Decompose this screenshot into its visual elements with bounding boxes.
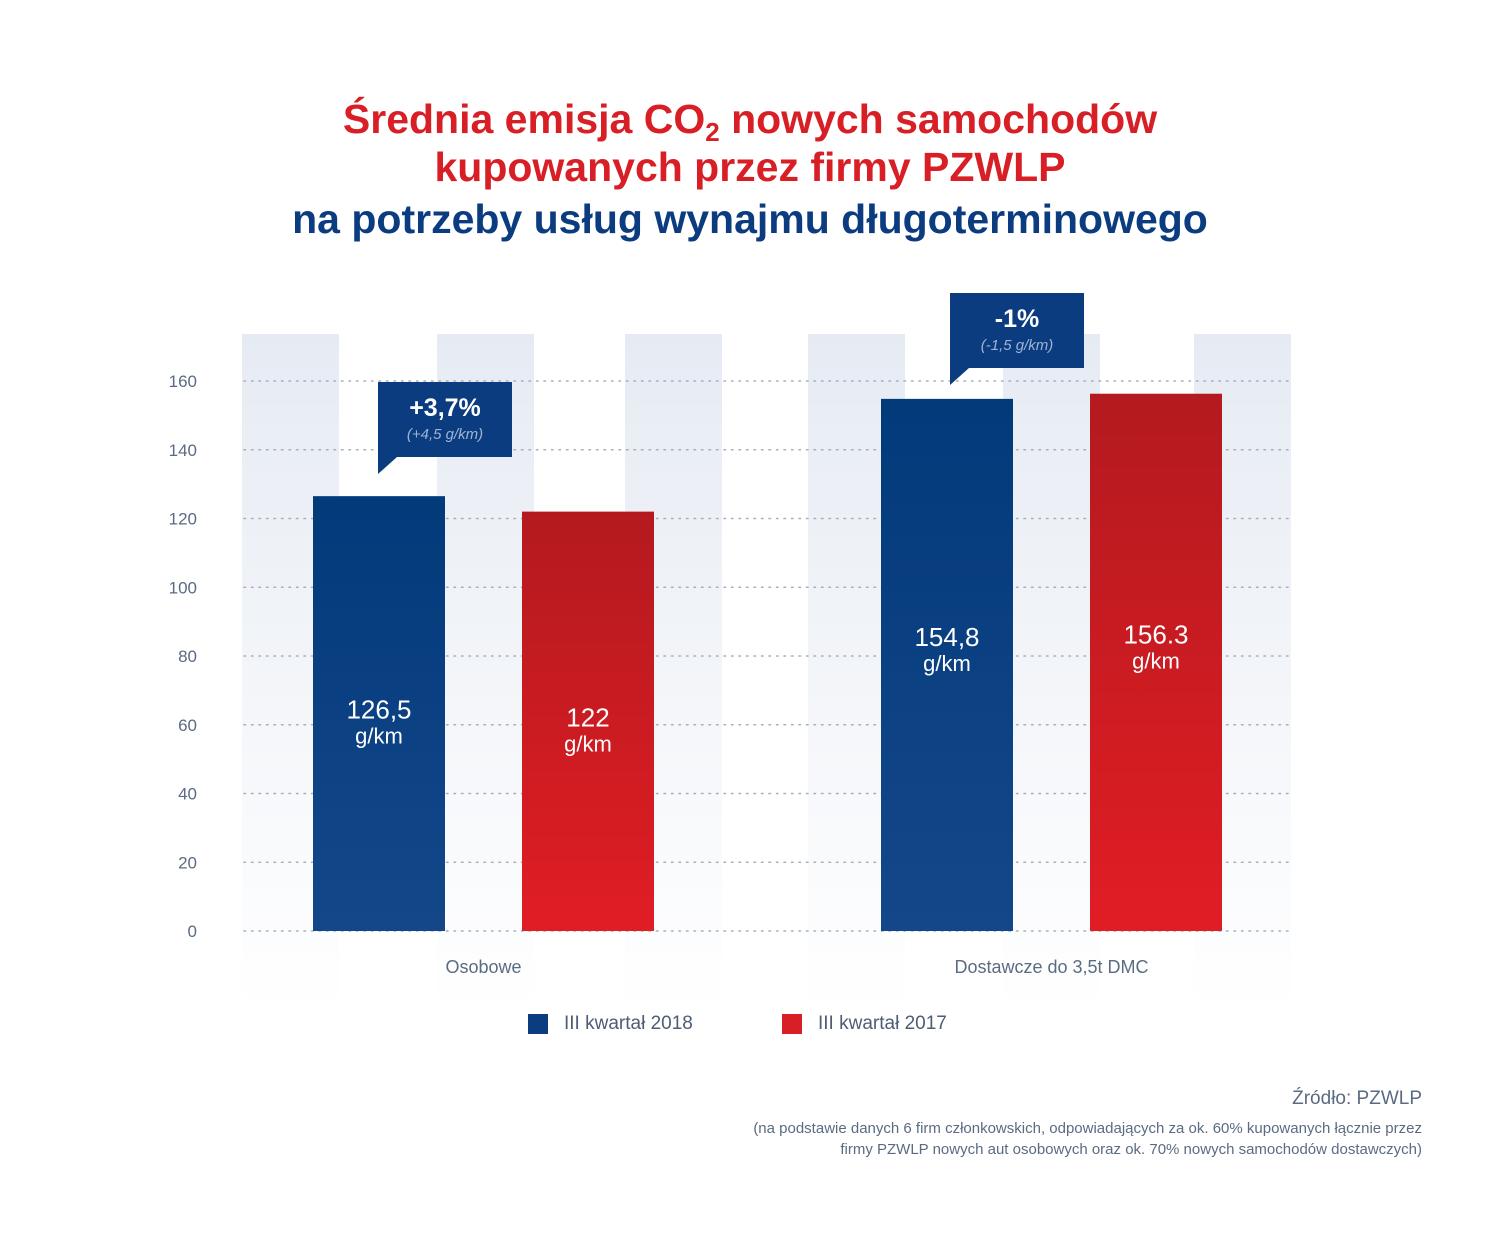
x-category-label: Osobowe bbox=[445, 957, 521, 977]
bar-unit-label: g/km bbox=[355, 724, 403, 749]
bar-value-label: 156.3 bbox=[1123, 619, 1188, 649]
legend-item-2018: III kwartał 2018 bbox=[528, 1013, 693, 1035]
chart-title-line-3: na potrzeby usług wynajmu długoterminowe… bbox=[292, 196, 1208, 242]
bar-unit-label: g/km bbox=[564, 731, 612, 756]
legend-swatch-blue bbox=[528, 1014, 548, 1034]
bar-2017-0 bbox=[522, 511, 654, 931]
legend-label-2018: III kwartał 2018 bbox=[564, 1013, 693, 1034]
bar-unit-label: g/km bbox=[923, 651, 971, 676]
callout-percent: +3,7% bbox=[409, 394, 481, 422]
bar-2017-1 bbox=[1090, 393, 1222, 931]
source-label: Źródło: PZWLP bbox=[1292, 1088, 1422, 1109]
callout-delta: (+4,5 g/km) bbox=[407, 426, 483, 443]
y-tick-label: 160 bbox=[169, 372, 197, 391]
y-tick-label: 0 bbox=[188, 922, 197, 941]
callout-tail bbox=[950, 368, 969, 385]
chart-title-line-1: Średnia emisja CO2 nowych samochodów bbox=[342, 96, 1158, 147]
bar-2018-0 bbox=[313, 496, 445, 931]
callout-delta: (-1,5 g/km) bbox=[981, 337, 1054, 354]
y-tick-label: 140 bbox=[169, 441, 197, 460]
bar-value-label: 154,8 bbox=[914, 622, 979, 652]
source-note-line-1: (na podstawie danych 6 firm członkowskic… bbox=[753, 1120, 1422, 1137]
y-tick-label: 80 bbox=[178, 647, 197, 666]
y-tick-label: 40 bbox=[178, 785, 197, 804]
callout-box bbox=[950, 293, 1084, 368]
x-category-label: Dostawcze do 3,5t DMC bbox=[954, 957, 1148, 977]
y-tick-label: 60 bbox=[178, 716, 197, 735]
legend-swatch-red bbox=[782, 1014, 802, 1034]
y-tick-label: 20 bbox=[178, 853, 197, 872]
y-tick-label: 100 bbox=[169, 578, 197, 597]
change-callout: -1% (-1,5 g/km) bbox=[950, 293, 1084, 385]
co2-subscript: 2 bbox=[705, 117, 720, 147]
callout-percent: -1% bbox=[995, 305, 1039, 333]
change-callout: +3,7% (+4,5 g/km) bbox=[378, 382, 512, 474]
callout-tail bbox=[378, 457, 397, 474]
y-tick-label: 120 bbox=[169, 510, 197, 529]
bar-unit-label: g/km bbox=[1132, 648, 1180, 673]
background-stripe bbox=[1003, 334, 1100, 1010]
chart-title-line-2: kupowanych przez firmy PZWLP bbox=[434, 144, 1066, 190]
callout-box bbox=[378, 382, 512, 457]
bar-value-label: 122 bbox=[566, 702, 609, 732]
legend-label-2017: III kwartał 2017 bbox=[818, 1013, 947, 1034]
legend-item-2017: III kwartał 2017 bbox=[782, 1013, 947, 1035]
bar-value-label: 126,5 bbox=[346, 695, 411, 725]
source-note-line-2: firmy PZWLP nowych aut osobowych oraz ok… bbox=[840, 1141, 1422, 1158]
bar-2018-1 bbox=[881, 398, 1013, 931]
